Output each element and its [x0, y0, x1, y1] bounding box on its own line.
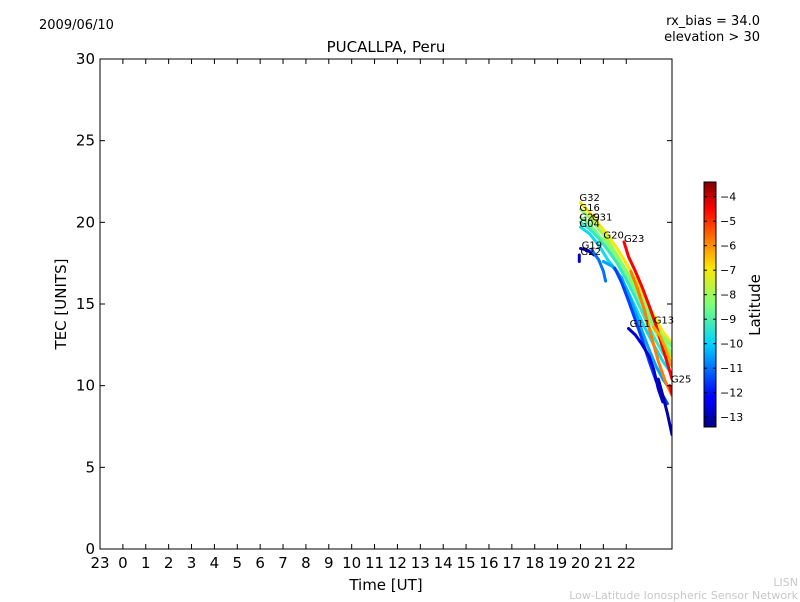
rx-bias-label: rx_bias = 34.0	[666, 14, 760, 29]
x-tick-label: 14	[434, 554, 453, 572]
x-tick-label: 1	[141, 554, 151, 572]
satellite-label: G25	[671, 374, 691, 385]
x-tick-label: 16	[479, 554, 498, 572]
x-tick-label: 7	[278, 554, 288, 572]
y-tick-label: 0	[85, 540, 95, 558]
y-tick-label: 5	[85, 458, 95, 476]
x-tick-label: 11	[365, 554, 384, 572]
satellite-label: G11	[630, 319, 650, 330]
x-tick-label: 2	[164, 554, 174, 572]
x-tick-label: 9	[324, 554, 334, 572]
parameters-block: rx_bias = 34.0 elevation > 30	[664, 14, 760, 46]
colorbar-tick-label: −12	[720, 387, 743, 400]
x-axis-label: Time [UT]	[348, 576, 422, 594]
tec-series-line	[579, 220, 672, 368]
colorbar-tick-label: −11	[720, 362, 743, 375]
satellite-label: G16	[579, 203, 599, 214]
tec-series-line	[627, 327, 665, 404]
x-tick-label: 3	[187, 554, 197, 572]
y-tick-label: 30	[76, 50, 95, 68]
plot-frame	[99, 58, 673, 550]
satellite-label: G13	[654, 316, 674, 327]
tec-series-line	[656, 377, 672, 437]
credit-network: Low-Latitude Ionospheric Sensor Network	[569, 589, 798, 602]
x-tick-label: 18	[525, 554, 544, 572]
tec-series-line	[622, 240, 672, 381]
x-tick-label: 10	[342, 554, 361, 572]
satellite-label: G31	[592, 213, 612, 224]
colorbar-tick-label: −4	[720, 191, 736, 204]
colorbar-label: Latitude	[746, 274, 764, 336]
satellite-label: G29	[579, 213, 599, 224]
colorbar-tick-label: −13	[720, 411, 743, 424]
credit-block: LISN Low-Latitude Ionospheric Sensor Net…	[569, 576, 798, 602]
x-tick-label: 5	[233, 554, 243, 572]
date-label: 2009/06/10	[39, 18, 114, 33]
satellite-label: G23	[624, 234, 644, 245]
series-layer	[577, 201, 672, 437]
satellite-label: G19	[582, 240, 602, 251]
x-tick-label: 6	[255, 554, 265, 572]
tec-series-line	[579, 201, 672, 345]
colorbar-ticks: −4 −5 −6 −7 −8 −9 −10 −11 −12 −13	[704, 191, 743, 424]
x-tick-label: 23	[90, 554, 109, 572]
tec-series-line	[652, 325, 672, 368]
x-axis: 23 0 1 2 3 4 5 6 7 8 9 10 11 12 13 14 15 16 17 18 19 20 21 22	[90, 59, 636, 572]
y-tick-label: 25	[76, 132, 95, 150]
y-tick-label: 10	[76, 377, 95, 395]
x-tick-label: 13	[411, 554, 430, 572]
x-tick-label: 21	[594, 554, 613, 572]
credit-lisn: LISN	[773, 576, 798, 589]
satellite-label: G22	[580, 247, 600, 258]
x-tick-label: 20	[571, 554, 590, 572]
x-tick-label: 19	[548, 554, 567, 572]
x-tick-label: 12	[388, 554, 407, 572]
tec-series-line	[590, 248, 608, 283]
satellite-label: G32	[579, 193, 599, 204]
x-tick-label: 4	[210, 554, 220, 572]
x-tick-label: 15	[457, 554, 476, 572]
colorbar-tick-label: −10	[720, 338, 743, 351]
y-axis-label: TEC [UNITS]	[52, 259, 70, 351]
satellite-label: G20	[603, 231, 623, 242]
x-tick-label: 0	[118, 554, 128, 572]
colorbar	[703, 181, 717, 428]
y-tick-label: 15	[76, 295, 95, 313]
x-tick-label: 22	[617, 554, 636, 572]
colorbar-tick-label: −9	[720, 313, 736, 326]
colorbar-tick-label: −6	[720, 240, 736, 253]
tec-series-line	[579, 247, 596, 257]
elevation-label: elevation > 30	[664, 30, 760, 45]
x-tick-label: 8	[301, 554, 311, 572]
x-tick-label: 17	[502, 554, 521, 572]
satellite-label: G04	[579, 219, 599, 230]
y-axis: 0 5 10 15 20 25 30	[76, 50, 672, 558]
tec-series-line	[629, 269, 672, 397]
colorbar-tick-label: −7	[720, 264, 736, 277]
colorbar-tick-label: −8	[720, 289, 736, 302]
colorbar-tick-label: −5	[720, 215, 736, 228]
chart-title: PUCALLPA, Peru	[326, 38, 446, 56]
y-tick-label: 20	[76, 213, 95, 231]
